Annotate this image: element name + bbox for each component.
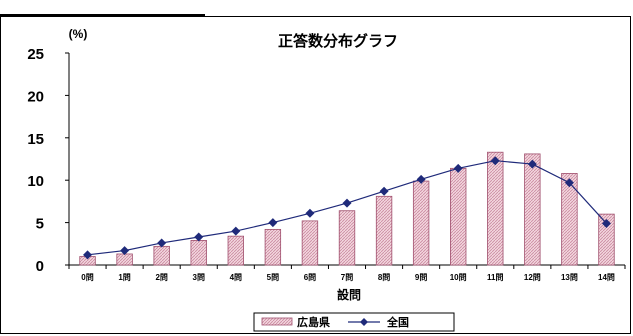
- bar: [375, 195, 393, 266]
- bar: [450, 167, 467, 266]
- legend-label-national: 全国: [386, 315, 409, 329]
- x-tick-label: 12問: [524, 273, 541, 282]
- x-tick-label: 3問: [193, 273, 205, 282]
- y-tick-label: 20: [27, 88, 44, 105]
- bar-series: [79, 151, 615, 266]
- y-axis-unit-label: (%): [69, 27, 88, 41]
- line-point: [416, 174, 426, 184]
- bar: [116, 253, 133, 266]
- x-tick-label: 0問: [81, 273, 93, 282]
- bar: [487, 151, 504, 266]
- x-tick-label: 6問: [304, 273, 316, 282]
- bar: [524, 153, 541, 266]
- bar: [338, 210, 356, 266]
- bar: [190, 240, 207, 266]
- line-point: [527, 159, 537, 169]
- line-series: [83, 156, 611, 260]
- line-point: [83, 250, 93, 260]
- x-tick-label: 5問: [267, 273, 279, 282]
- line-point: [194, 232, 204, 242]
- x-tick-label: 4問: [230, 273, 242, 282]
- x-tick-label: 7問: [341, 273, 353, 282]
- x-tick-label: 1問: [118, 273, 130, 282]
- line-point: [342, 198, 352, 208]
- x-tick-label: 11問: [487, 273, 503, 282]
- y-tick-label: 25: [27, 46, 44, 63]
- bar: [412, 180, 430, 266]
- legend-label-hiroshima: 広島県: [297, 315, 330, 329]
- y-tick-label: 15: [27, 131, 44, 148]
- x-tick-label: 13問: [561, 273, 578, 282]
- x-tick-label: 9問: [415, 273, 427, 282]
- y-tick-label: 0: [36, 258, 44, 275]
- header-tab-underline: [0, 14, 205, 16]
- legend-bar-swatch: [261, 317, 293, 326]
- line-point: [490, 156, 500, 166]
- line-point: [268, 218, 278, 228]
- legend-line-marker: [360, 318, 368, 326]
- bar: [301, 220, 319, 266]
- bar: [598, 213, 615, 266]
- x-tick-label: 10問: [450, 273, 467, 282]
- bar: [264, 228, 282, 266]
- x-axis-ticks: 0問 1問 2問 3問 4問 5問 6問 7問 8問 9問 10問 11問 12問 13問 14問: [68, 265, 626, 282]
- line-point: [601, 218, 611, 228]
- bar: [227, 235, 244, 266]
- y-tick-label: 10: [27, 173, 44, 190]
- x-tick-label: 8問: [378, 273, 390, 282]
- x-tick-label: 14問: [598, 273, 615, 282]
- line-point: [231, 226, 241, 236]
- bar: [153, 245, 170, 266]
- line-point: [120, 246, 130, 256]
- chart-frame: [0, 16, 631, 334]
- chart-title: 正答数分布グラフ: [278, 32, 398, 50]
- line-point: [453, 163, 463, 173]
- x-tick-label: 2問: [155, 273, 167, 282]
- legend: 広島県 全国: [253, 312, 455, 332]
- y-axis-ticks: 0 5 10 15 20 25: [27, 46, 69, 275]
- line-point: [305, 208, 315, 218]
- y-tick-label: 5: [36, 216, 44, 233]
- x-axis-label: 設問: [337, 287, 361, 302]
- line-point: [379, 186, 389, 196]
- line-point: [157, 238, 167, 248]
- bar: [561, 173, 578, 266]
- line-point: [564, 178, 574, 188]
